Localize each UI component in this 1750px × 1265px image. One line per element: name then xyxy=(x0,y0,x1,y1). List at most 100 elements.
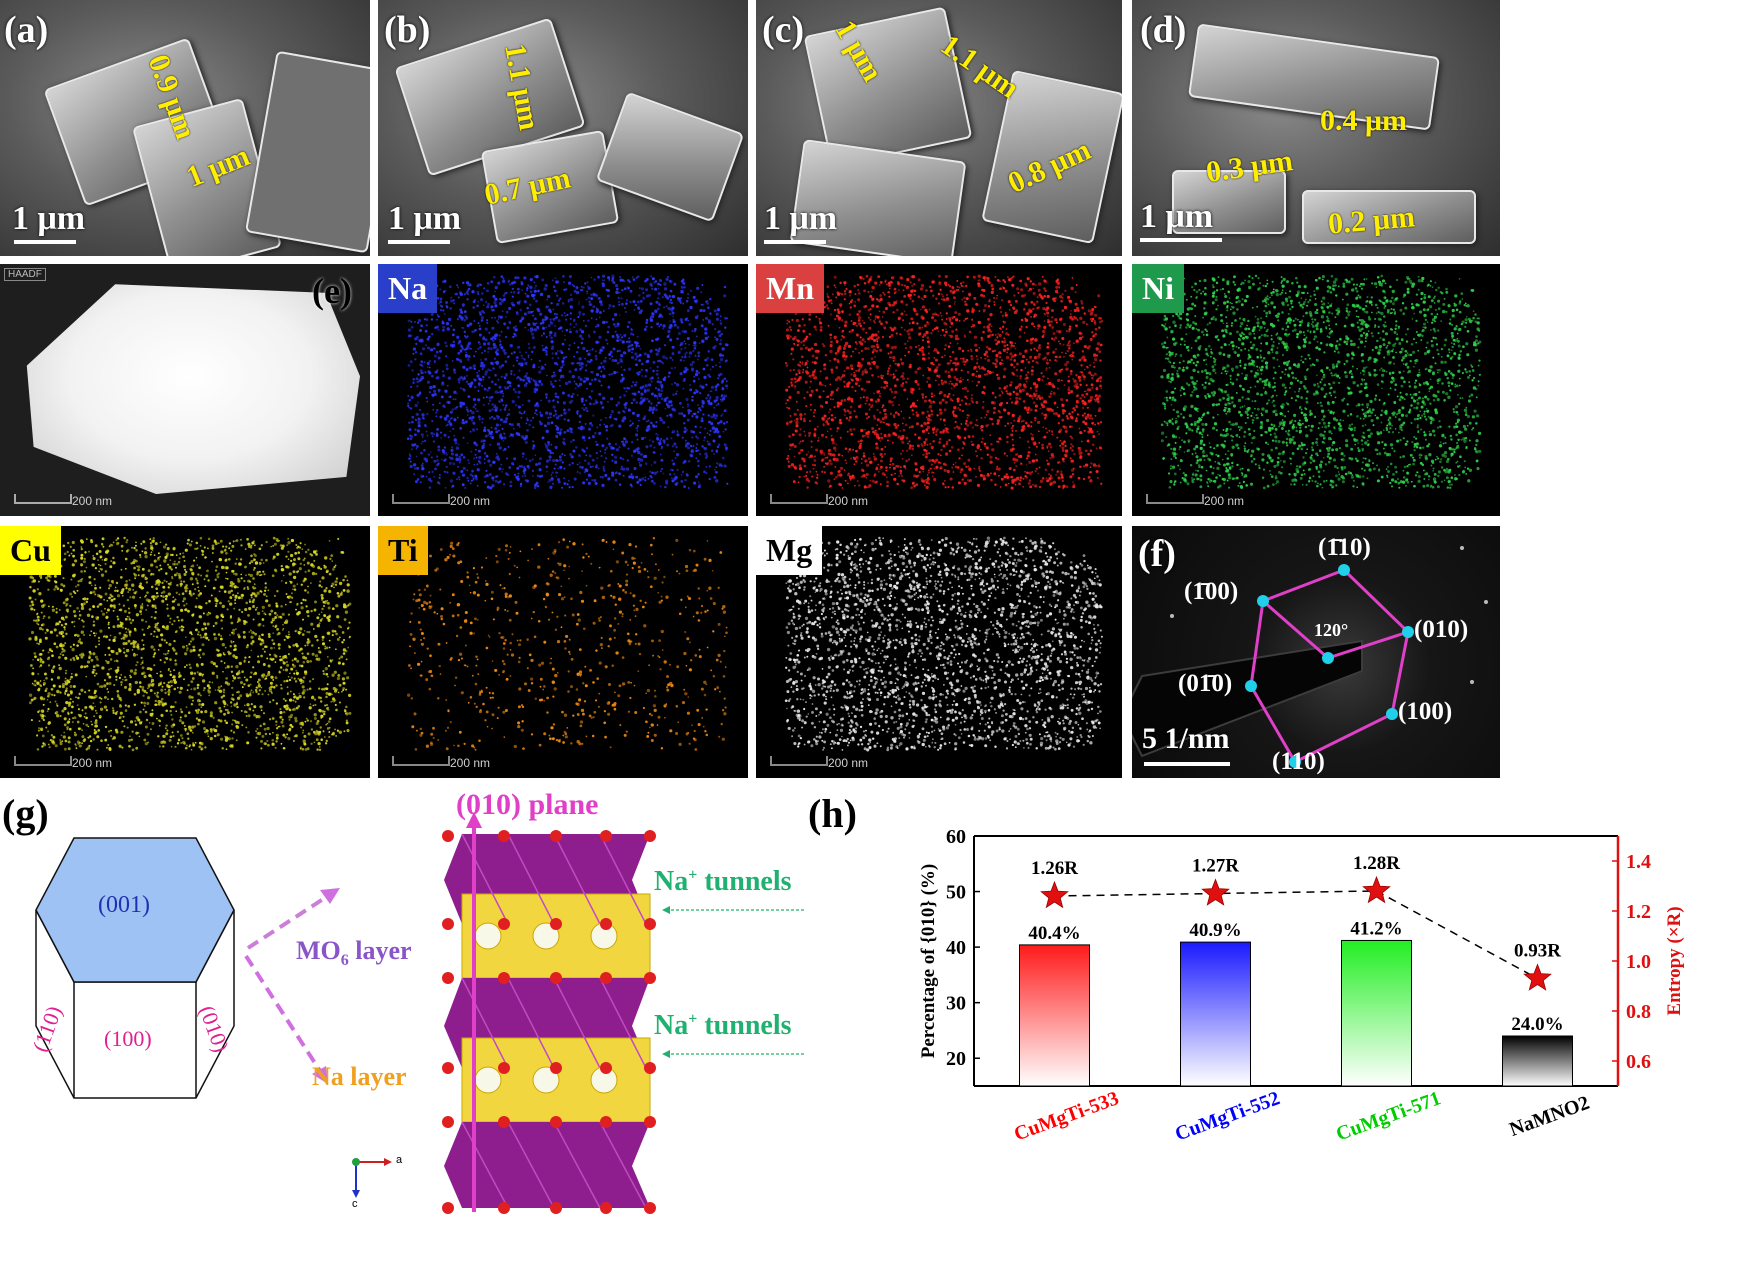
x-tick-label: CuMgTi-571 xyxy=(1333,1087,1444,1145)
hexagon-diagonal xyxy=(1262,599,1329,660)
panel-label-a: (a) xyxy=(4,9,49,51)
scale-bar xyxy=(1146,494,1204,504)
bar xyxy=(1341,939,1412,1087)
y-tick-label: 50 xyxy=(946,882,966,904)
scale-bar xyxy=(770,756,828,766)
scale-bar xyxy=(1144,762,1230,766)
y-tick-label: 30 xyxy=(946,993,966,1015)
y2-tick-label: 0.8 xyxy=(1626,1001,1651,1023)
y2-axis-title: Entropy (×R) xyxy=(1664,906,1685,1015)
eds-map-ni: Ni 200 nm xyxy=(1132,264,1500,516)
entropy-value-label: 1.28R xyxy=(1353,853,1400,874)
element-tag-ni: Ni xyxy=(1132,264,1184,313)
panel-g: (g) xyxy=(0,786,840,1265)
scale-bar xyxy=(392,756,450,766)
arrow-head xyxy=(352,1190,360,1198)
eds-map-ti: Ti 200 nm xyxy=(378,526,748,778)
sem-crystal xyxy=(1172,170,1286,234)
y2-tick-label: 1.2 xyxy=(1626,901,1651,923)
scale-label: 1 μm xyxy=(1140,198,1214,235)
panel-label-f: (f) xyxy=(1138,533,1176,575)
entropy-star xyxy=(1201,878,1230,906)
measurement-label: 0.4 μm xyxy=(1320,104,1407,137)
dashed-arrow-upper xyxy=(246,890,336,950)
sem-crystal xyxy=(244,50,370,254)
eds-map-na: Na 200 nm xyxy=(378,264,748,516)
beam-stop xyxy=(1132,639,1363,758)
sem-crystal xyxy=(1302,190,1476,244)
spot-label: (1̄00) xyxy=(1184,578,1239,605)
face-label-100: (100) xyxy=(104,1026,152,1051)
bar-chart: 20 30 40 50 60 0.6 0.8 1.0 1.2 1.4 Percentage of {… xyxy=(918,826,1685,1145)
element-tag-na: Na xyxy=(378,264,438,313)
spot-label: (010) xyxy=(1414,616,1469,643)
sem-panel-b: (b) 1.1 μm 0.7 μm 1 μm xyxy=(378,0,748,256)
faint-spot xyxy=(1170,614,1174,618)
diffraction-spot xyxy=(1322,652,1334,664)
y-axis-title: Percentage of {010} (%) xyxy=(918,864,939,1059)
eds-map-mg: Mg 200 nm xyxy=(756,526,1122,778)
x-tick-label: CuMgTi-533 xyxy=(1011,1087,1122,1145)
axis-origin xyxy=(352,1158,360,1166)
eds-signal-dots xyxy=(784,274,1104,490)
sem-crystal xyxy=(789,139,967,256)
faint-spot xyxy=(1484,600,1488,604)
scale-label: 200 nm xyxy=(450,494,491,508)
bar xyxy=(1180,941,1251,1087)
arrow-head xyxy=(320,888,340,904)
diffraction-spot xyxy=(1386,708,1398,720)
spot-label: (01̄0) xyxy=(1178,670,1233,697)
y2-tick-label: 0.6 xyxy=(1626,1051,1651,1073)
scale-label: 1 μm xyxy=(388,200,462,237)
sem-panel-d: (d) 0.4 μm 0.3 μm 0.2 μm 1 μm xyxy=(1132,0,1500,256)
element-tag-mg: Mg xyxy=(756,526,823,575)
diffraction-spot xyxy=(1245,680,1257,692)
na-layer-label: Na layer xyxy=(312,1062,407,1091)
dashed-arrow-lower xyxy=(244,954,324,1076)
entropy-star xyxy=(1040,880,1069,909)
panel-label-d: (d) xyxy=(1140,9,1187,51)
scale-label: 200 nm xyxy=(1204,494,1245,508)
diffraction-spot xyxy=(1338,564,1350,576)
spot-label: (110) xyxy=(1272,748,1325,775)
arrow-head xyxy=(662,906,670,914)
scale-bar xyxy=(1140,238,1222,242)
scale-bar xyxy=(14,756,72,766)
element-tag-cu: Cu xyxy=(0,526,61,575)
scale-bar xyxy=(764,240,826,244)
entropy-line xyxy=(1054,890,1538,980)
sem-crystal xyxy=(595,91,745,223)
scale-bar xyxy=(770,494,828,504)
scale-label: 200 nm xyxy=(828,756,869,770)
scale-bar xyxy=(392,494,450,504)
y-tick-label: 20 xyxy=(946,1048,966,1070)
scale-bar xyxy=(388,240,450,244)
panel-label-e: (e) xyxy=(312,271,352,311)
arrow-head xyxy=(384,1158,392,1166)
entropy-value-label: 1.27R xyxy=(1192,856,1239,877)
faint-spot xyxy=(1470,680,1474,684)
panel-label-b: (b) xyxy=(384,9,431,51)
haadf-tag: HAADF xyxy=(4,268,46,281)
haadf-panel: HAADF (e) 200 nm xyxy=(0,264,370,516)
entropy-value-label: 1.26R xyxy=(1031,858,1078,879)
eds-signal-dots xyxy=(1160,274,1482,490)
eds-signal-dots xyxy=(406,274,729,490)
y2-tick-label: 1.4 xyxy=(1626,851,1651,873)
scale-label: 200 nm xyxy=(72,756,113,770)
x-tick-label: NaMNO2 xyxy=(1507,1092,1593,1141)
bar-value-label: 40.9% xyxy=(1189,920,1241,941)
scale-label: 1 μm xyxy=(12,200,86,237)
eds-map-cu: Cu 200 nm xyxy=(0,526,370,778)
diffraction-spot xyxy=(1402,626,1414,638)
panel-label-h: (h) xyxy=(808,791,857,836)
axis-c-label: c xyxy=(352,1198,358,1210)
sem-panel-a: (a) 0.9 μm 1 μm 1 μm xyxy=(0,0,370,256)
hexagon-diagonal xyxy=(1327,630,1409,660)
scale-label: 200 nm xyxy=(450,756,491,770)
scale-label: 200 nm xyxy=(72,494,113,508)
diffraction-spot xyxy=(1257,595,1269,607)
arrow-head xyxy=(312,1066,328,1084)
y-tick-label: 40 xyxy=(946,937,966,959)
x-tick-label: CuMgTi-552 xyxy=(1172,1087,1283,1145)
